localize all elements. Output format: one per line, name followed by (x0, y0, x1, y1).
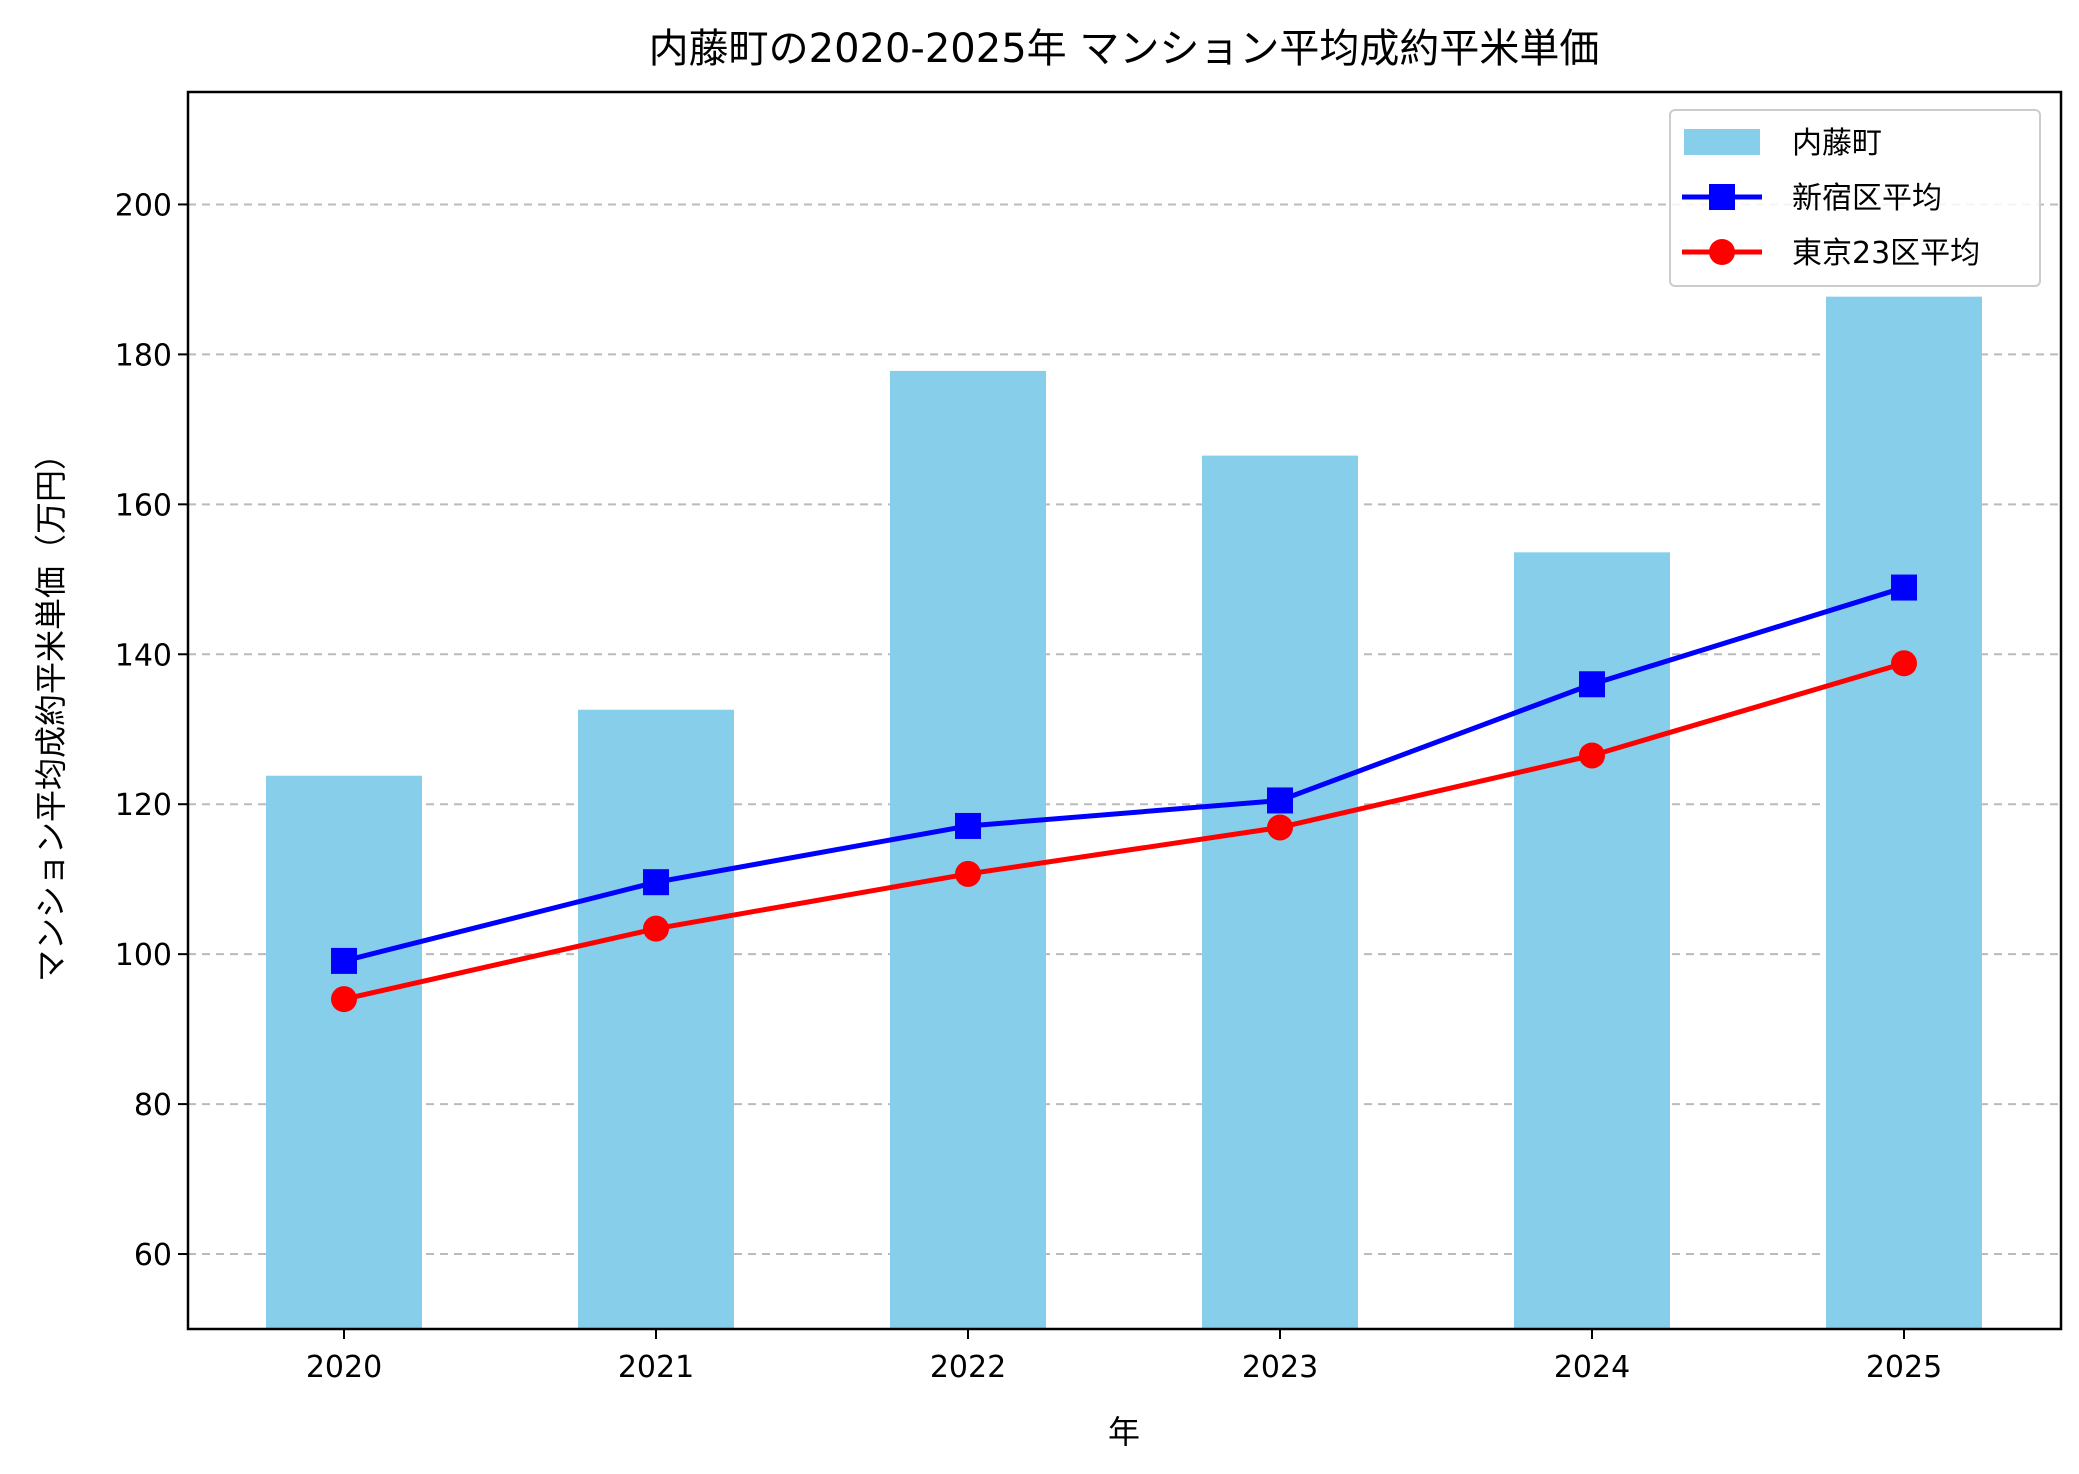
x-tick-label: 2021 (618, 1350, 694, 1385)
point-marker (955, 812, 981, 839)
bar (890, 370, 1046, 1329)
x-axis: 2020 2021 2022 2023 2024 2025 (306, 1329, 1942, 1385)
y-tick-label: 100 (115, 938, 172, 973)
point-marker (331, 947, 357, 974)
point-marker (955, 860, 981, 887)
bar (578, 709, 734, 1329)
point-marker (643, 869, 669, 896)
x-tick-label: 2022 (930, 1350, 1006, 1385)
point-marker (1579, 671, 1605, 698)
y-tick-label: 60 (134, 1238, 172, 1273)
x-axis-label: 年 (1108, 1413, 1140, 1451)
legend-box (1669, 109, 2041, 287)
y-tick-label: 160 (115, 488, 172, 523)
y-tick-label: 200 (115, 188, 172, 223)
legend-marker (1709, 239, 1735, 265)
y-tick-label: 80 (134, 1088, 172, 1123)
grid (188, 203, 2061, 1256)
legend-label: 内藤町 (1792, 126, 1882, 161)
point-marker (643, 915, 669, 942)
legend-label: 新宿区平均 (1792, 181, 1942, 216)
bar (266, 775, 422, 1329)
y-axis: 60 80 100 120 140 160 180 200 (115, 188, 188, 1273)
chart-title: 内藤町の2020-2025年 マンション平均成約平米単価 (649, 26, 1600, 72)
y-axis-label: マンション平均成約平米単価（万円） (32, 438, 70, 982)
series-line (343, 585, 1905, 964)
y-tick-label: 180 (115, 338, 172, 373)
x-tick-label: 2025 (1866, 1350, 1942, 1385)
plot-frame (186, 90, 2063, 1331)
x-tick-label: 2024 (1554, 1350, 1630, 1385)
x-tick-label: 2023 (1242, 1350, 1318, 1385)
bar (1826, 296, 1982, 1330)
y-tick-label: 120 (115, 788, 172, 823)
x-tick-label: 2020 (306, 1350, 382, 1385)
point-marker (1267, 814, 1293, 841)
legend-marker (1709, 184, 1735, 210)
point-marker (1579, 742, 1605, 769)
point-marker (1891, 574, 1917, 601)
bars (266, 296, 1982, 1330)
legend-swatch (1684, 129, 1760, 155)
bar (1202, 455, 1358, 1329)
series-line (343, 660, 1905, 1002)
point-marker (331, 986, 357, 1013)
y-tick-label: 140 (115, 638, 172, 673)
point-marker (1891, 650, 1917, 677)
lines (331, 574, 1917, 1013)
legend-label: 東京23区平均 (1792, 236, 1980, 271)
point-marker (1267, 787, 1293, 814)
